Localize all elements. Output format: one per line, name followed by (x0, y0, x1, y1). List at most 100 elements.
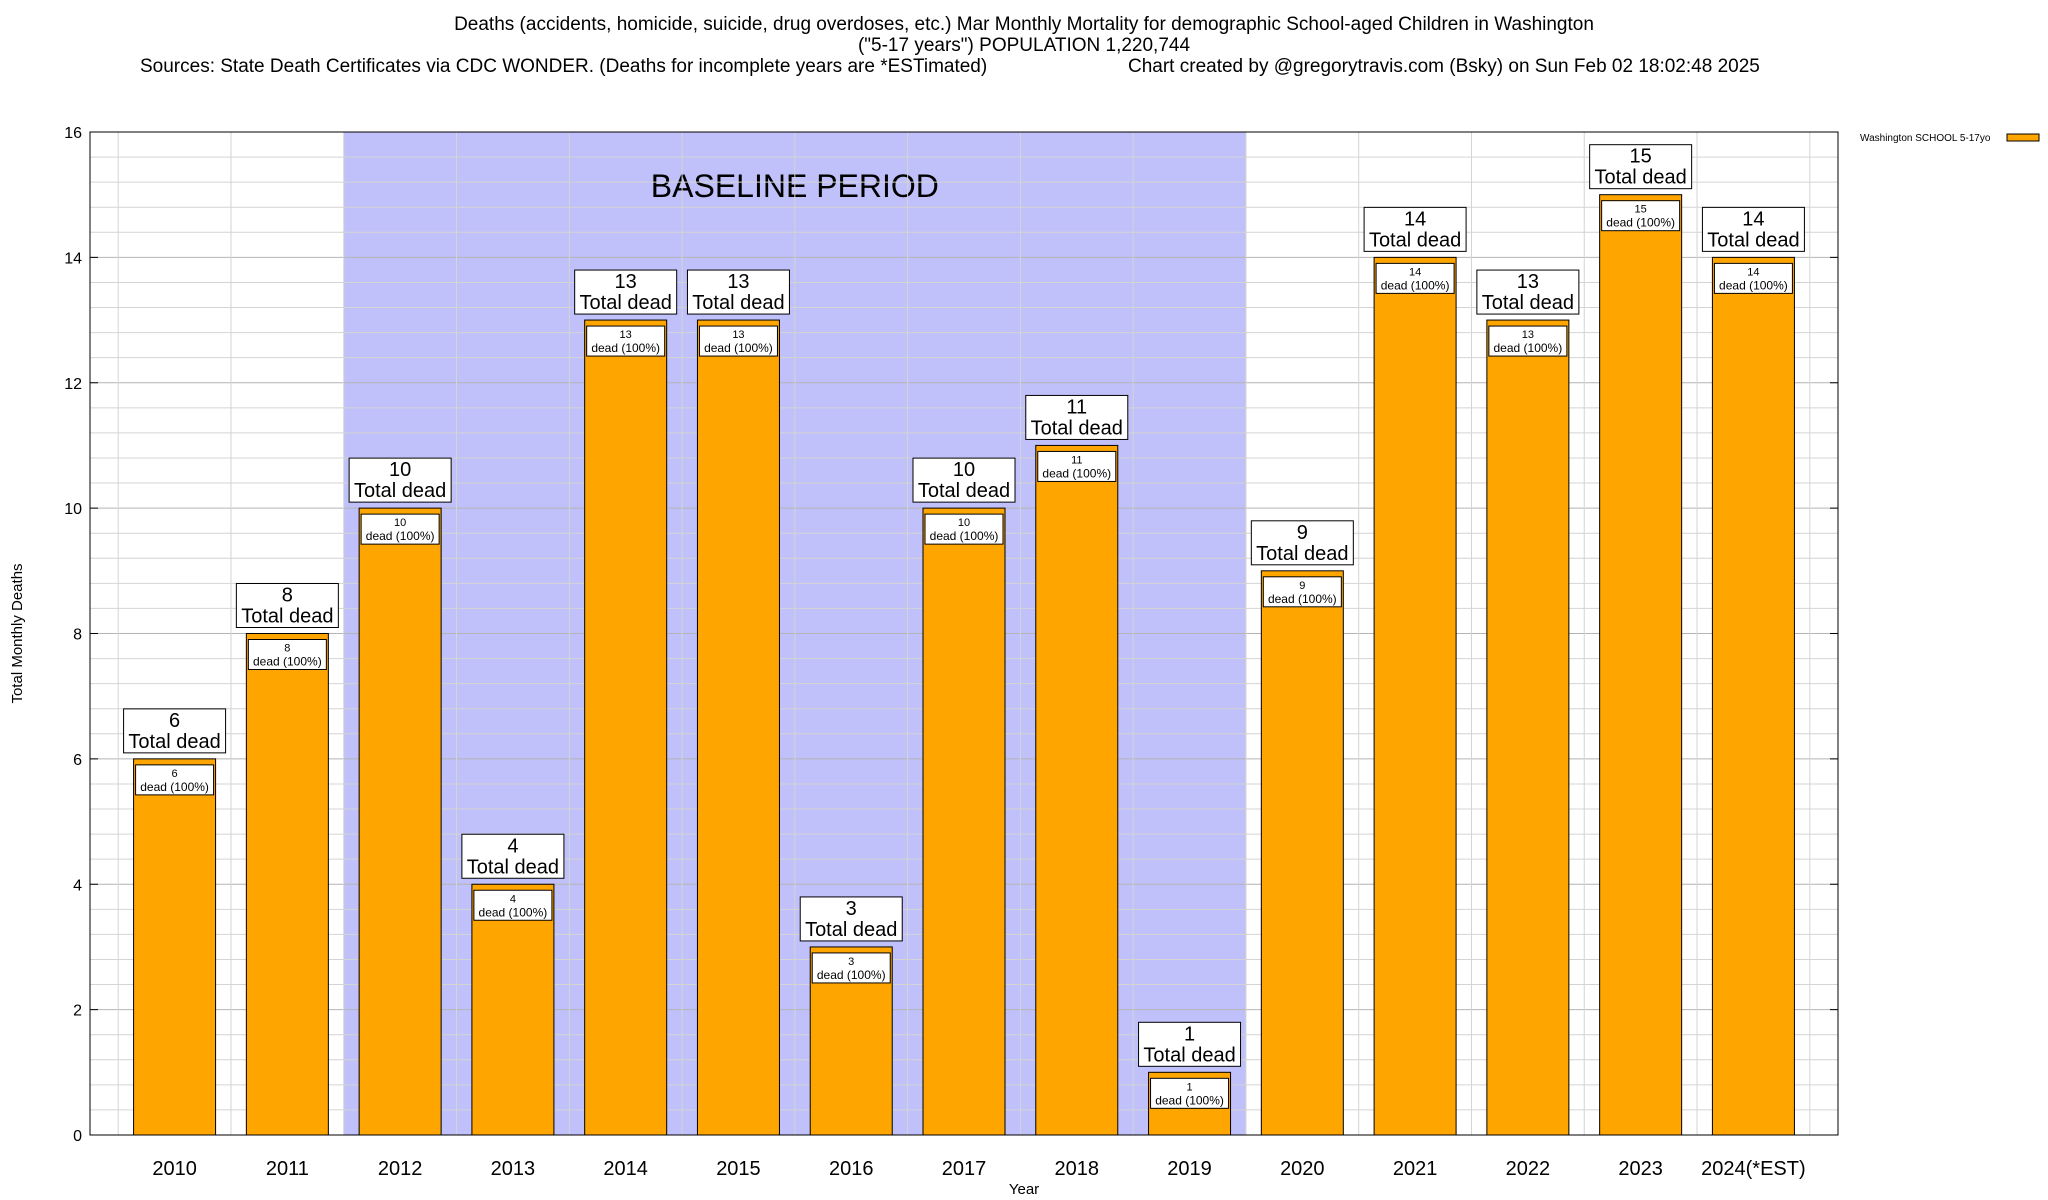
segment-percent-label: dead (100%) (1155, 1093, 1224, 1107)
total-value-label: 10 (953, 459, 975, 481)
total-value-label: 14 (1742, 208, 1764, 230)
segment-label-box (1037, 450, 1117, 482)
total-label-box (1701, 206, 1805, 252)
total-dead-label: Total dead (128, 731, 220, 753)
segment-value-label: 11 (1071, 454, 1082, 466)
total-label-box (1138, 1021, 1242, 1067)
total-value-label: 3 (846, 898, 857, 920)
bar (1486, 319, 1570, 1136)
segment-percent-label: dead (100%) (1606, 216, 1675, 230)
bar (696, 319, 780, 1136)
total-dead-label: Total dead (241, 606, 333, 628)
segment-value-label: 15 (1635, 204, 1647, 216)
segment-label-box (473, 889, 553, 921)
segment-value-label: 13 (732, 329, 744, 341)
segment-label-box (247, 639, 327, 670)
total-label-box (799, 896, 903, 942)
segment-label-box (1375, 262, 1455, 294)
y-tick-label: 10 (64, 501, 82, 518)
x-tick-label: 2024(*EST) (1701, 1158, 1806, 1180)
total-label-box (1025, 394, 1129, 440)
x-tick-label: 2010 (152, 1158, 197, 1180)
bar (1711, 256, 1795, 1136)
legend-layer: Washington SCHOOL 5-17yo (1860, 133, 2040, 144)
x-tick-label: 2014 (603, 1158, 648, 1180)
bar (584, 319, 668, 1136)
y-tick-label: 0 (73, 1128, 82, 1145)
total-dead-label: Total dead (354, 480, 446, 502)
total-dead-label: Total dead (1594, 167, 1686, 189)
bar (922, 507, 1006, 1136)
segment-value-label: 8 (284, 643, 290, 655)
bar (471, 883, 555, 1136)
x-tick-label: 2017 (942, 1158, 987, 1180)
total-label-box (1250, 520, 1354, 566)
legend-swatch (2006, 133, 2040, 142)
total-label-box (348, 457, 452, 503)
bar (1035, 444, 1119, 1136)
total-value-label: 10 (389, 459, 411, 481)
total-label-box (123, 708, 227, 754)
total-value-label: 13 (727, 271, 749, 293)
segment-value-label: 3 (848, 956, 854, 968)
chart-credit: Chart created by @gregorytravis.com (Bsk… (1128, 56, 1760, 77)
y-tick-label: 4 (73, 877, 82, 894)
axis-layer: 2010 2011 2012 2013 2014 2015 2016 2017 2018 2019… (9, 125, 1839, 1198)
segment-label-box (586, 325, 666, 357)
y-tick-label: 2 (73, 1003, 82, 1020)
segment-value-label: 14 (1747, 266, 1759, 278)
bar (1373, 256, 1457, 1136)
segment-label-box (1601, 200, 1681, 232)
segment-label-box (1713, 262, 1793, 294)
segment-label-box (811, 952, 891, 984)
segment-percent-label: dead (100%) (479, 905, 548, 919)
x-tick-label: 2020 (1280, 1158, 1325, 1180)
total-dead-label: Total dead (1482, 292, 1574, 314)
segment-value-label: 10 (394, 517, 406, 529)
bar (133, 758, 217, 1136)
x-tick-label: 2016 (829, 1158, 874, 1180)
total-value-label: 9 (1297, 522, 1308, 544)
total-dead-label: Total dead (1143, 1044, 1235, 1066)
x-tick-label: 2021 (1393, 1158, 1438, 1180)
segment-label-box (698, 325, 778, 357)
y-tick-label: 6 (73, 752, 82, 769)
bar (1599, 194, 1683, 1136)
legend-label: Washington SCHOOL 5-17yo (1860, 133, 1991, 144)
segment-percent-label: dead (100%) (704, 341, 773, 355)
total-label-box (686, 269, 790, 315)
segment-percent-label: dead (100%) (140, 780, 209, 794)
segment-percent-label: dead (100%) (1268, 592, 1337, 606)
total-label-box (912, 457, 1016, 503)
chart-title-line1: Deaths (accidents, homicide, suicide, dr… (454, 14, 1594, 35)
chart-title-line2: ("5-17 years") POPULATION 1,220,744 (857, 35, 1191, 56)
total-label-box (1476, 269, 1580, 315)
chart-sources: Sources: State Death Certificates via CD… (140, 56, 988, 77)
x-axis-title: Year (1009, 1181, 1039, 1198)
total-label-box (461, 833, 565, 879)
total-value-label: 1 (1184, 1023, 1195, 1045)
segment-value-label: 6 (172, 768, 178, 780)
segment-percent-label: dead (100%) (1381, 278, 1450, 292)
total-dead-label: Total dead (1256, 543, 1348, 565)
x-tick-label: 2013 (491, 1158, 536, 1180)
segment-value-label: 4 (510, 893, 516, 905)
segment-label-box (924, 513, 1004, 545)
total-dead-label: Total dead (580, 292, 672, 314)
total-dead-label: Total dead (467, 856, 559, 878)
y-tick-label: 14 (64, 250, 82, 267)
total-label-box (574, 269, 678, 315)
bar (245, 633, 329, 1136)
total-value-label: 15 (1630, 146, 1652, 168)
segment-value-label: 1 (1186, 1081, 1192, 1093)
total-value-label: 8 (282, 585, 293, 607)
y-tick-label: 12 (64, 376, 82, 393)
x-tick-label: 2022 (1506, 1158, 1551, 1180)
segment-percent-label: dead (100%) (591, 341, 660, 355)
total-value-label: 6 (169, 710, 180, 732)
x-tick-label: 2011 (266, 1158, 309, 1180)
segment-value-label: 9 (1299, 580, 1305, 592)
segment-percent-label: dead (100%) (366, 529, 435, 543)
